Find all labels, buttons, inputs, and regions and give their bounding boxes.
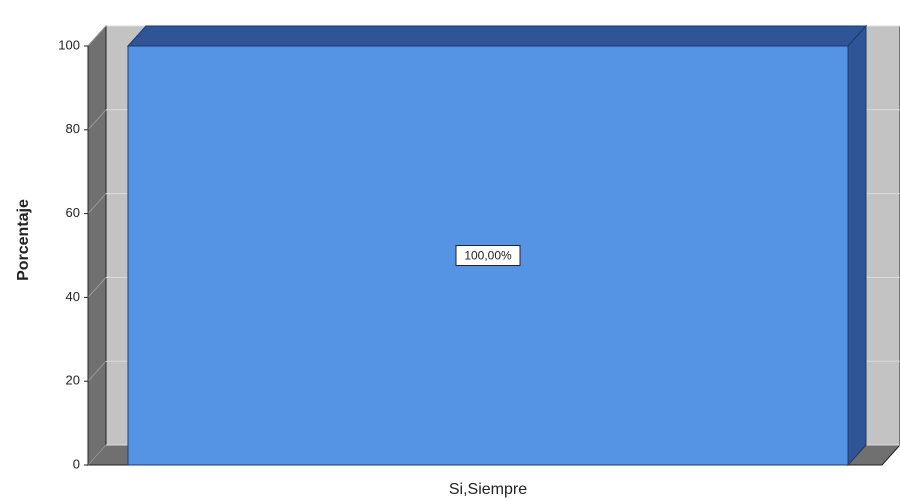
y-tick-label: 80 <box>66 121 80 136</box>
data-label: 100,00% <box>464 249 512 263</box>
y-tick-label: 40 <box>66 289 80 304</box>
grid-line <box>87 193 107 214</box>
y-tick-label: 100 <box>58 37 80 52</box>
y-axis-label: Porcentaje <box>15 199 32 281</box>
grid-line <box>87 277 107 298</box>
y-tick-label: 60 <box>66 205 80 220</box>
y-tick-label: 20 <box>66 373 80 388</box>
grid-line <box>87 444 107 466</box>
grid-line <box>87 25 107 47</box>
x-tick-label: Si,Siempre <box>449 481 527 498</box>
y-tick-label: 0 <box>73 456 80 471</box>
data-label-box <box>455 245 521 266</box>
bar-side <box>847 24 867 467</box>
grid-line <box>87 360 107 382</box>
bar-top <box>126 25 868 47</box>
grid-line <box>87 109 107 131</box>
left-wall <box>87 24 107 467</box>
